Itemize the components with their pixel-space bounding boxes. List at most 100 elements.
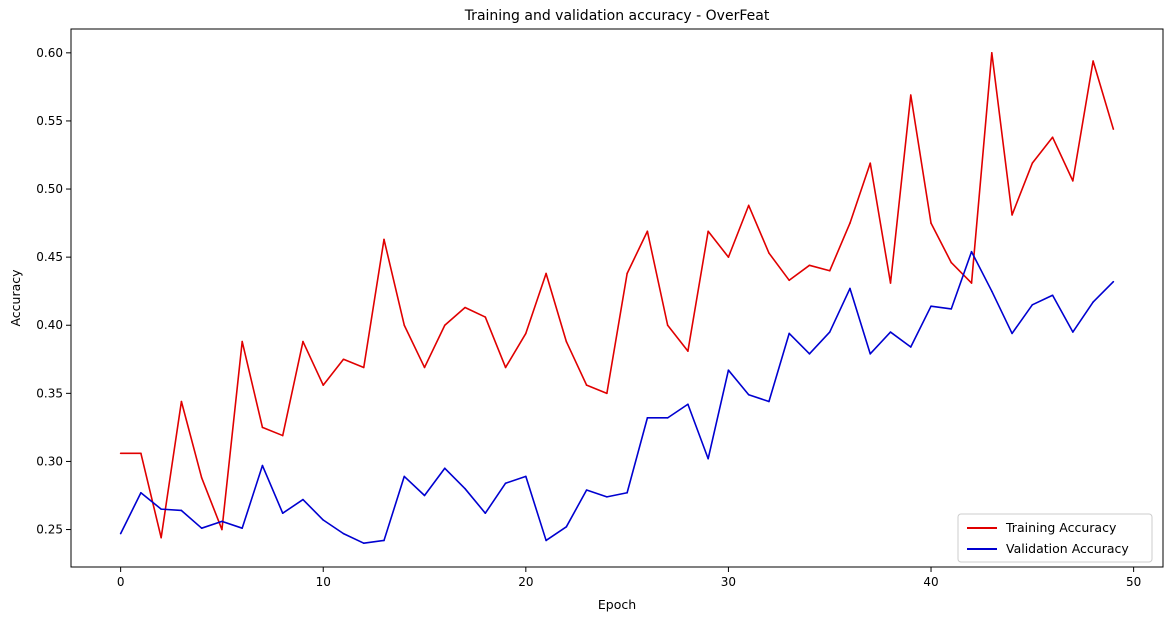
training-accuracy-point <box>383 238 385 241</box>
validation-accuracy-point <box>403 475 406 478</box>
y-tick-label: 0.50 <box>36 182 63 196</box>
training-accuracy-point <box>727 256 730 258</box>
validation-accuracy-point <box>585 489 588 491</box>
validation-accuracy-point <box>1031 304 1034 306</box>
training-accuracy-point <box>585 384 588 386</box>
validation-accuracy-point <box>443 467 446 470</box>
training-accuracy-point <box>322 384 325 386</box>
x-tick-label: 30 <box>721 575 736 589</box>
training-accuracy-point <box>423 366 426 369</box>
training-accuracy-point <box>889 282 892 284</box>
validation-accuracy-point <box>484 512 487 514</box>
validation-accuracy-point <box>747 393 750 396</box>
validation-accuracy-point <box>383 539 385 542</box>
validation-accuracy-point <box>869 353 872 355</box>
y-tick-label: 0.55 <box>36 114 63 128</box>
validation-accuracy-point <box>221 520 223 523</box>
x-tick-label: 50 <box>1126 575 1141 589</box>
training-accuracy-point <box>991 52 993 54</box>
training-accuracy-point <box>788 279 791 282</box>
validation-accuracy-point <box>687 403 689 406</box>
training-accuracy-line <box>120 52 1115 539</box>
x-tick-label: 40 <box>923 575 938 589</box>
y-tick-label: 0.30 <box>36 454 63 468</box>
legend-box <box>957 513 1153 563</box>
y-axis-label: Accuracy <box>8 269 23 327</box>
x-tick-label: 10 <box>316 575 331 589</box>
validation-accuracy-point <box>889 331 892 333</box>
validation-accuracy-point <box>1051 294 1054 297</box>
legend-label-training: Training Accuracy <box>1005 520 1117 535</box>
validation-accuracy-point <box>241 527 243 529</box>
y-tick-label: 0.25 <box>36 523 63 537</box>
validation-accuracy-point <box>565 526 568 528</box>
training-accuracy-point <box>160 536 162 539</box>
training-accuracy-point <box>626 272 628 275</box>
validation-accuracy-point <box>525 475 527 478</box>
validation-accuracy-point <box>626 491 628 494</box>
validation-accuracy-point <box>1072 331 1074 333</box>
training-accuracy-point <box>119 452 122 455</box>
validation-accuracy-point <box>606 496 608 498</box>
validation-accuracy-point <box>646 417 649 419</box>
validation-accuracy-point <box>727 369 730 371</box>
validation-accuracy-line <box>119 250 1114 544</box>
training-accuracy-point <box>261 426 264 429</box>
training-accuracy-point <box>1031 162 1034 164</box>
y-tick-label: 0.45 <box>36 250 63 264</box>
training-accuracy-point <box>869 162 872 164</box>
training-accuracy-point <box>342 358 345 361</box>
validation-accuracy-point <box>464 487 466 490</box>
training-accuracy-point <box>687 350 689 352</box>
training-accuracy-point <box>1092 60 1094 62</box>
training-accuracy-point <box>970 282 973 284</box>
validation-accuracy-point <box>970 250 973 253</box>
training-accuracy-point <box>606 392 608 395</box>
training-accuracy-point <box>221 528 223 531</box>
validation-accuracy-point <box>950 308 953 310</box>
validation-accuracy-point <box>808 353 811 355</box>
plot-area <box>70 28 1164 568</box>
y-tick-label: 0.40 <box>36 318 63 332</box>
validation-accuracy-point <box>423 494 426 497</box>
x-axis: 0 10 20 30 40 50 <box>117 567 1141 589</box>
x-tick-label: 20 <box>518 575 533 589</box>
validation-accuracy-point <box>180 509 183 512</box>
training-accuracy-point <box>666 324 669 327</box>
validation-accuracy-point <box>909 346 912 348</box>
legend-label-validation: Validation Accuracy <box>1006 541 1129 556</box>
validation-accuracy-point <box>849 287 851 290</box>
validation-accuracy-point <box>828 331 831 333</box>
training-accuracy-point <box>768 252 770 254</box>
training-accuracy-point <box>1072 180 1074 182</box>
training-accuracy-point <box>443 324 446 327</box>
training-accuracy-point <box>200 476 203 479</box>
validation-accuracy-point <box>1092 301 1094 303</box>
legend: Training Accuracy Validation Accuracy <box>957 513 1153 563</box>
training-accuracy-point <box>808 264 811 267</box>
validation-accuracy-point <box>788 332 791 335</box>
training-accuracy-point <box>828 269 831 272</box>
validation-accuracy-point <box>140 491 142 494</box>
training-accuracy-point <box>525 332 527 335</box>
chart-title: Training and validation accuracy - OverF… <box>464 8 770 24</box>
y-axis: 0.25 0.30 0.35 0.40 0.45 0.50 0.55 0.60 <box>36 46 71 537</box>
training-accuracy-point <box>140 452 142 455</box>
training-accuracy-point <box>403 324 406 327</box>
training-accuracy-point <box>1011 214 1013 216</box>
x-tick-label: 0 <box>117 575 125 589</box>
y-tick-label: 0.35 <box>36 386 63 400</box>
training-accuracy-point <box>545 272 547 275</box>
validation-accuracy-point <box>200 527 203 529</box>
training-accuracy-point <box>707 230 709 233</box>
series-lines <box>119 52 1115 544</box>
validation-accuracy-point <box>666 417 669 419</box>
training-accuracy-point <box>241 340 243 343</box>
validation-accuracy-point <box>768 400 770 403</box>
training-accuracy-point <box>909 94 912 96</box>
validation-accuracy-point <box>504 482 507 485</box>
validation-accuracy-point <box>281 512 284 514</box>
training-accuracy-point <box>180 400 183 403</box>
validation-accuracy-point <box>1112 280 1115 283</box>
